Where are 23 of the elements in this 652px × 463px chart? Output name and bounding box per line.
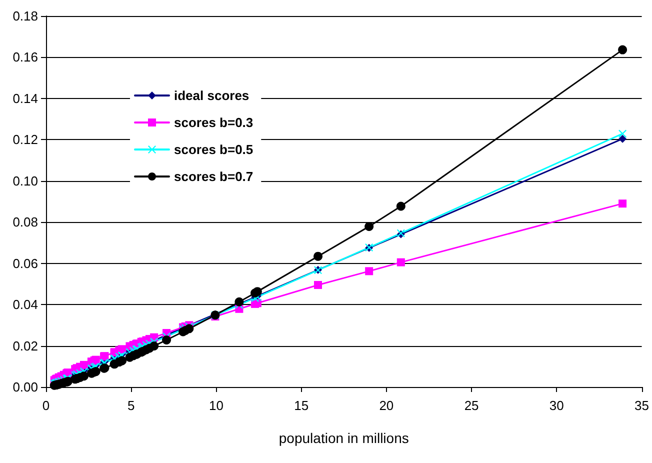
y-tick-label: 0.16	[12, 50, 38, 65]
x-tick-label: 15	[294, 398, 309, 413]
x-tick-label: 5	[127, 398, 135, 413]
x-tick-label: 35	[634, 398, 650, 413]
x-tick-label: 30	[549, 398, 564, 413]
x-axis-title: population in millions	[278, 430, 409, 446]
y-tick-label: 0.12	[12, 132, 38, 148]
legend-label: scores b=0.3	[174, 115, 254, 130]
x-tick-label: 0	[42, 398, 50, 413]
legend-label: scores b=0.5	[174, 142, 254, 157]
legend-label: ideal scores	[174, 88, 250, 103]
x-tick-label: 25	[464, 398, 479, 413]
y-tick-label: 0.18	[12, 8, 38, 24]
y-tick-label: 0.08	[12, 214, 38, 230]
y-tick-label: 0.06	[12, 256, 38, 271]
y-tick-label: 0.00	[12, 380, 38, 394]
y-tick-label: 0.10	[12, 173, 38, 188]
x-tick-label: 20	[379, 398, 394, 413]
y-tick-label: 0.14	[12, 90, 38, 106]
y-tick-label: 0.04	[12, 297, 38, 312]
x-tick-label: 10	[208, 398, 224, 413]
y-tick-label: 0.02	[12, 338, 38, 354]
legend-label: scores b=0.7	[174, 169, 254, 184]
